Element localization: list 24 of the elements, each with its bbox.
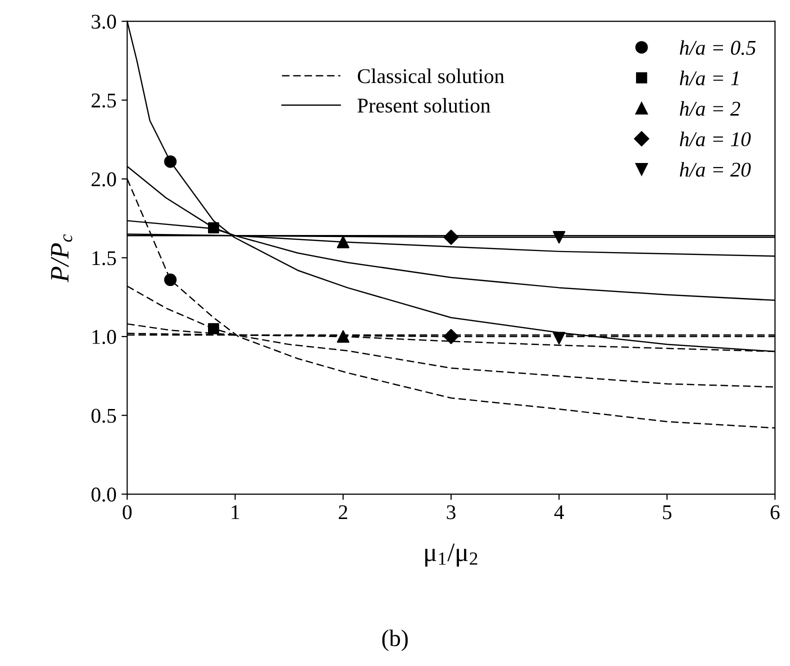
text: (b) <box>382 630 408 652</box>
legend-label: h/a = 0.5 <box>680 40 756 55</box>
x-tick-label: 6 <box>770 505 780 520</box>
x-axis-title: μ$_{1}$/μ$_{2}$ <box>425 544 478 567</box>
y-tick-label: 0.5 <box>92 408 116 423</box>
x-tick-label: 2 <box>338 505 348 520</box>
y-tick-label: 2.0 <box>92 172 116 186</box>
legend-label: h/a = 1 <box>680 70 738 86</box>
y-tick-label: 0.0 <box>92 488 116 502</box>
x-tick-label: 3 <box>446 505 456 520</box>
y-tick-label: 1.5 <box>92 251 116 266</box>
x-tick-label: 4 <box>554 505 564 520</box>
x-tick-label: 1 <box>232 505 240 520</box>
y-axis-title: P/P$_{c}$ <box>51 234 72 282</box>
legend-label: h/a = 2 <box>680 101 740 116</box>
legend-label: h/a = 10 <box>680 132 751 146</box>
y-tick-label: 3.0 <box>92 14 116 29</box>
legend-label: Present solution <box>358 98 490 113</box>
x-tick-label: 0 <box>122 505 132 520</box>
y-tick-label: 2.5 <box>92 94 116 108</box>
legend-label: h/a = 20 <box>680 162 751 177</box>
legend-label: Classical solution <box>358 68 504 84</box>
y-tick-label: 1.0 <box>92 330 116 344</box>
x-tick-label: 5 <box>663 505 672 520</box>
